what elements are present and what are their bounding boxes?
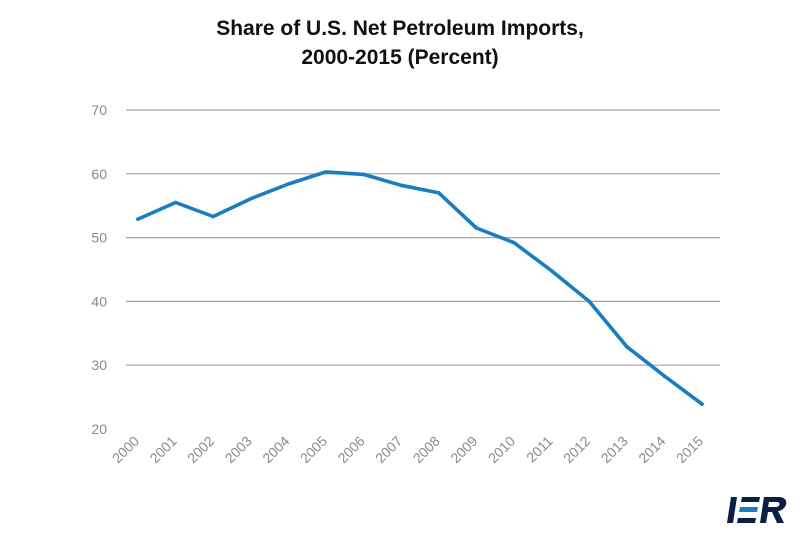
x-tick-label: 2012 <box>560 433 593 466</box>
x-tick-label: 2008 <box>410 433 443 466</box>
data-point <box>173 200 178 205</box>
x-tick-label: 2005 <box>297 433 330 466</box>
chart-title: Share of U.S. Net Petroleum Imports, 200… <box>0 14 800 72</box>
x-tick-label: 2003 <box>222 433 255 466</box>
data-point <box>700 402 704 406</box>
y-tick-labels: 20 30 40 50 60 70 <box>91 102 107 437</box>
chart-title-line-1: Share of U.S. Net Petroleum Imports, <box>216 17 584 40</box>
series-group <box>136 170 704 406</box>
x-tick-label: 2007 <box>372 433 405 466</box>
x-tick-label: 2011 <box>523 433 556 466</box>
chart-title-line-2: 2000-2015 (Percent) <box>301 46 499 69</box>
x-tick-label: 2000 <box>109 433 142 466</box>
ier-logo: IER <box>727 494 791 531</box>
y-gridlines <box>126 109 720 366</box>
x-tick-label: 2002 <box>184 433 217 466</box>
x-tick-label: 2014 <box>635 433 668 466</box>
x-tick-label: 2009 <box>447 433 480 466</box>
data-point <box>399 183 404 188</box>
logo-letter-e-top <box>741 497 760 502</box>
x-tick-label: 2015 <box>673 433 706 466</box>
y-tick-label: 50 <box>91 230 107 246</box>
data-point <box>286 182 291 186</box>
logo-letter-e-middle <box>739 507 758 512</box>
y-tick-label: 70 <box>91 102 107 118</box>
x-tick-labels: 2000 2001 2002 2003 2004 2005 2006 2007 2008 2009… <box>109 433 706 466</box>
data-point <box>249 196 253 201</box>
y-tick-label: 60 <box>91 166 107 182</box>
y-tick-label: 30 <box>91 357 107 373</box>
series-line <box>136 170 704 406</box>
y-tick-label: 20 <box>91 421 107 437</box>
data-point <box>361 172 366 177</box>
logo-letter-e-bottom <box>737 518 756 523</box>
data-point <box>324 170 328 174</box>
logo-letter-r <box>760 497 787 523</box>
data-point <box>474 226 479 230</box>
y-tick-label: 40 <box>91 293 107 309</box>
data-point <box>549 268 554 273</box>
data-point <box>211 214 215 219</box>
data-point <box>587 299 591 304</box>
x-tick-label: 2013 <box>598 433 631 466</box>
logo-letter-i <box>727 497 737 523</box>
data-point <box>437 191 441 195</box>
data-point <box>512 240 516 245</box>
x-tick-label: 2004 <box>259 433 292 466</box>
data-point <box>662 374 667 378</box>
data-point <box>136 217 140 221</box>
x-tick-label: 2006 <box>334 433 367 466</box>
data-point <box>625 344 629 349</box>
x-tick-label: 2001 <box>146 433 179 466</box>
x-tick-label: 2010 <box>485 433 518 466</box>
